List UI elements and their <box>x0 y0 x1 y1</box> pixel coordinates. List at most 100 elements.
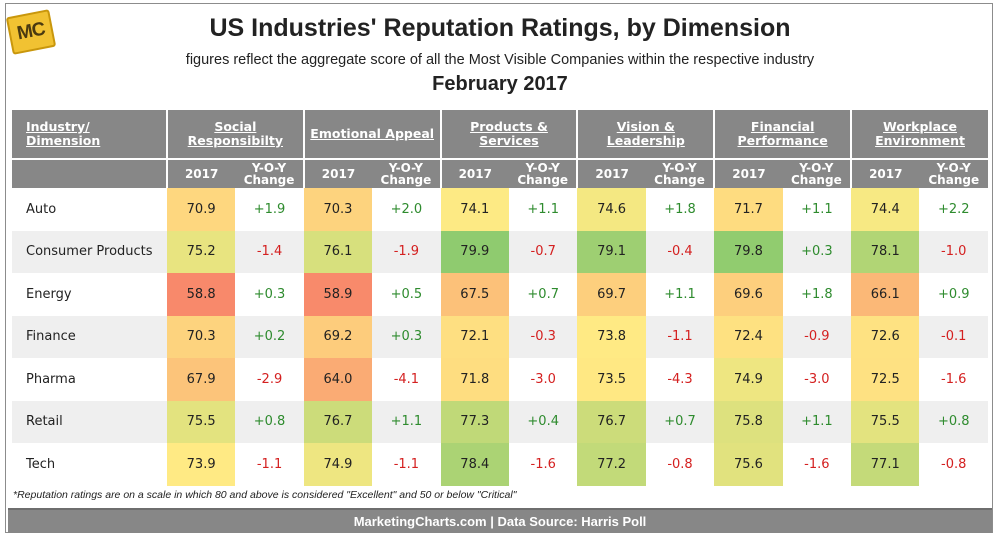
score-cell: 74.9 <box>303 443 373 486</box>
score-cell: 58.8 <box>166 273 236 316</box>
subheader-blank <box>12 158 167 188</box>
score-cell: 70.3 <box>166 315 236 358</box>
chart-date: February 2017 <box>432 73 568 95</box>
table-body: Auto 70.9 +1.9 70.3 +2.0 74.1 +1.1 74.6 +1.8 71.7… <box>12 188 988 486</box>
score-cell: 70.3 <box>303 188 373 231</box>
change-cell: +0.3 <box>372 315 441 358</box>
score-cell: 58.9 <box>303 273 373 316</box>
score-cell: 73.8 <box>577 315 646 358</box>
source-footer: MarketingCharts.com | Data Source: Harri… <box>8 508 992 533</box>
score-cell: 76.1 <box>303 230 373 273</box>
score-cell: 78.1 <box>851 230 920 273</box>
table-row: Auto 70.9 +1.9 70.3 +2.0 74.1 +1.1 74.6 +1.8 71.7… <box>12 188 988 231</box>
change-cell: +1.1 <box>782 400 852 443</box>
score-cell: 75.2 <box>166 230 236 273</box>
year-subheader: 2017 <box>165 158 236 188</box>
change-cell: +2.0 <box>372 188 441 231</box>
change-cell: +2.2 <box>919 188 988 231</box>
table-row: Consumer Products 75.2 -1.4 76.1 -1.9 79.9 -0.… <box>12 230 988 273</box>
change-cell: -0.8 <box>919 443 988 486</box>
row-header: Industry/ Dimension <box>12 110 167 159</box>
change-cell: +0.9 <box>919 273 988 316</box>
score-cell: 76.7 <box>303 400 373 443</box>
change-subheader: Y-O-Y Change <box>919 158 988 188</box>
year-subheader: 2017 <box>302 158 373 188</box>
change-cell: -0.9 <box>782 315 852 358</box>
change-subheader: Y-O-Y Change <box>782 158 852 188</box>
score-cell: 71.8 <box>440 358 509 401</box>
industry-name: Pharma <box>12 358 167 401</box>
change-cell: +0.3 <box>235 273 304 316</box>
change-cell: -3.0 <box>508 358 578 401</box>
score-cell: 75.5 <box>851 400 920 443</box>
change-cell: +1.8 <box>782 273 852 316</box>
year-subheader: 2017 <box>713 158 783 188</box>
score-cell: 76.7 <box>577 400 646 443</box>
change-subheader: Y-O-Y Change <box>372 158 441 188</box>
score-cell: 73.5 <box>577 358 646 401</box>
change-cell: -0.1 <box>919 315 988 358</box>
industry-name: Energy <box>12 273 167 316</box>
change-cell: -1.9 <box>372 230 441 273</box>
industry-name: Tech <box>12 443 167 486</box>
change-cell: -3.0 <box>782 358 852 401</box>
score-cell: 64.0 <box>303 358 373 401</box>
change-cell: +0.7 <box>645 400 715 443</box>
chart-title: US Industries' Reputation Ratings, by Di… <box>209 14 791 42</box>
change-cell: -1.6 <box>508 443 578 486</box>
table-row: Tech 73.9 -1.1 74.9 -1.1 78.4 -1.6 77.2 -0.8 75.6… <box>12 443 988 486</box>
score-cell: 75.8 <box>714 400 783 443</box>
table-row: Retail 75.5 +0.8 76.7 +1.1 77.3 +0.4 76.7 +0.7 75… <box>12 400 988 443</box>
change-cell: +0.2 <box>235 315 304 358</box>
change-cell: +1.8 <box>645 188 715 231</box>
score-cell: 69.2 <box>303 315 373 358</box>
industry-name: Auto <box>12 188 167 231</box>
dimension-header: Financial Performance <box>713 110 852 159</box>
score-cell: 69.7 <box>577 273 646 316</box>
score-cell: 79.8 <box>714 230 783 273</box>
score-cell: 69.6 <box>714 273 783 316</box>
change-subheader: Y-O-Y Change <box>645 158 715 188</box>
industry-name: Retail <box>12 400 167 443</box>
score-cell: 75.6 <box>714 443 783 486</box>
change-cell: +1.1 <box>372 400 441 443</box>
industry-name: Finance <box>12 315 167 358</box>
dimension-header: Emotional Appeal <box>302 110 441 159</box>
change-cell: -0.3 <box>508 315 578 358</box>
table-row: Pharma 67.9 -2.9 64.0 -4.1 71.8 -3.0 73.5 -4.3 74… <box>12 358 988 401</box>
change-cell: -0.8 <box>645 443 715 486</box>
score-cell: 79.9 <box>440 230 509 273</box>
year-subheader: 2017 <box>439 158 509 188</box>
change-cell: +1.1 <box>782 188 852 231</box>
dimension-header-row: Industry/ Dimension Social Responsibilty… <box>12 110 988 159</box>
change-cell: -1.6 <box>919 358 988 401</box>
change-cell: -0.7 <box>508 230 578 273</box>
score-cell: 74.9 <box>714 358 783 401</box>
score-cell: 66.1 <box>851 273 920 316</box>
industry-name: Consumer Products <box>12 230 167 273</box>
change-cell: +1.9 <box>235 188 304 231</box>
dimension-header: Vision & Leadership <box>576 110 715 159</box>
change-cell: -1.6 <box>782 443 852 486</box>
score-cell: 75.5 <box>166 400 236 443</box>
score-cell: 77.3 <box>440 400 509 443</box>
change-cell: -2.9 <box>235 358 304 401</box>
change-cell: +0.8 <box>235 400 304 443</box>
score-cell: 71.7 <box>714 188 783 231</box>
change-cell: -1.4 <box>235 230 304 273</box>
subheader-row: 2017 Y-O-Y Change 2017 Y-O-Y Change 2017… <box>12 158 988 188</box>
footnote: *Reputation ratings are on a scale in wh… <box>13 489 517 501</box>
score-cell: 67.9 <box>166 358 236 401</box>
change-cell: +0.7 <box>508 273 578 316</box>
table-row: Energy 58.8 +0.3 58.9 +0.5 67.5 +0.7 69.7 +1.1 69… <box>12 273 988 316</box>
change-cell: +0.4 <box>508 400 578 443</box>
dimension-header: Social Responsibilty <box>165 110 304 159</box>
score-cell: 67.5 <box>440 273 509 316</box>
change-cell: +0.3 <box>782 230 852 273</box>
score-cell: 73.9 <box>166 443 236 486</box>
change-cell: -1.1 <box>372 443 441 486</box>
score-cell: 79.1 <box>577 230 646 273</box>
change-cell: +1.1 <box>508 188 578 231</box>
score-cell: 72.1 <box>440 315 509 358</box>
score-cell: 72.5 <box>851 358 920 401</box>
